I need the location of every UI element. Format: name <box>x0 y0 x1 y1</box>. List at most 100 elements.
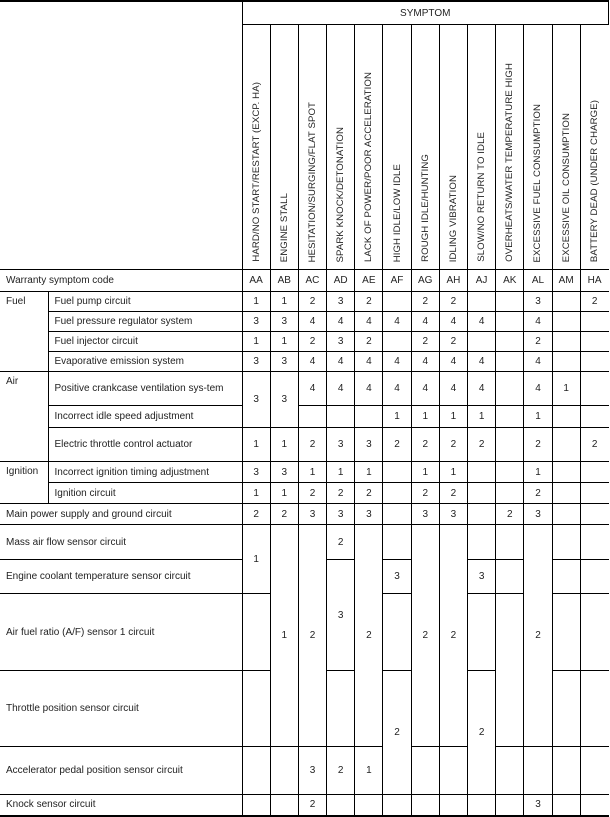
priority-cell <box>579 482 609 504</box>
priority-cell <box>579 461 609 483</box>
priority-cell: 3 <box>269 311 299 332</box>
item-label: Evaporative emission system <box>47 351 243 372</box>
priority-cell: 2 <box>297 794 328 816</box>
symptom-label: ROUGH IDLE/HUNTING <box>419 154 431 262</box>
priority-cell: 2 <box>466 427 497 462</box>
priority-cell <box>495 559 525 594</box>
table-row: Incorrect idle speed adjustment 1 1 1 1 1 <box>0 405 609 428</box>
priority-cell: 1 <box>269 331 299 352</box>
priority-cell <box>495 405 525 428</box>
table-row: Throttle position sensor circuit 2 2 <box>0 670 609 795</box>
priority-cell: 3 <box>438 503 469 525</box>
item-label: Ignition circuit <box>47 482 243 504</box>
priority-cell: 4 <box>466 371 497 406</box>
priority-cell: 2 <box>523 427 553 462</box>
priority-cell <box>241 794 271 816</box>
priority-cell <box>495 794 525 816</box>
priority-cell: 2 <box>326 524 356 560</box>
priority-cell: 4 <box>466 311 497 332</box>
priority-cell <box>466 461 497 483</box>
warranty-code-label: Warranty symptom code <box>0 269 243 292</box>
priority-cell: 4 <box>354 351 384 372</box>
priority-cell <box>382 794 412 816</box>
table-row: Fuel pressure regulator system 3 3 4 4 4 4 4 4 4 4 <box>0 311 609 332</box>
symptom-code: AE <box>354 269 384 292</box>
priority-cell: 2 <box>297 331 328 352</box>
priority-cell <box>495 331 525 352</box>
priority-cell: 4 <box>523 371 553 406</box>
item-label: Knock sensor circuit <box>0 794 243 816</box>
priority-cell: 1 <box>269 427 299 462</box>
priority-cell <box>551 794 581 816</box>
priority-cell: 2 <box>495 503 525 525</box>
priority-cell <box>326 794 356 816</box>
priority-cell: 3 <box>326 331 356 352</box>
priority-cell: 3 <box>297 503 328 525</box>
priority-cell <box>579 351 609 372</box>
priority-cell <box>326 405 356 428</box>
priority-cell: 2 <box>326 746 356 795</box>
priority-cell <box>241 746 271 795</box>
symptom-label: BATTERY DEAD (UNDER CHARGE) <box>589 99 601 262</box>
priority-cell <box>495 351 525 372</box>
symptom-label: LACK OF POWER/POOR ACCELERATION <box>363 71 375 262</box>
priority-cell: 4 <box>297 351 328 372</box>
priority-cell: 1 <box>269 524 299 747</box>
priority-cell: 2 <box>410 331 440 352</box>
priority-cell: 1 <box>382 405 412 428</box>
priority-cell <box>354 794 384 816</box>
priority-cell: 1 <box>438 405 469 428</box>
priority-cell: 4 <box>466 351 497 372</box>
priority-cell: 1 <box>354 746 384 795</box>
symptom-code: HA <box>579 269 609 292</box>
item-label: Fuel pressure regulator system <box>47 311 243 332</box>
symptom-label: ENGINE STALL <box>278 192 290 262</box>
category-cell: Air <box>0 371 49 462</box>
priority-cell <box>382 503 412 525</box>
symptom-column-header: LACK OF POWER/POOR ACCELERATION <box>354 24 384 270</box>
item-label: Main power supply and ground circuit <box>0 503 243 525</box>
symptom-label: OVERHEATS/WATER TEMPERATURE HIGH <box>504 63 516 262</box>
priority-cell <box>241 670 271 747</box>
priority-cell: 2 <box>382 670 412 795</box>
priority-cell: 3 <box>466 559 497 594</box>
priority-cell: 1 <box>410 461 440 483</box>
corner-cell <box>0 0 243 270</box>
priority-cell: 4 <box>326 351 356 372</box>
priority-cell: 1 <box>297 461 328 483</box>
priority-cell <box>579 670 609 747</box>
symptom-column-header: EXCESSIVE FUEL CONSUMPTION <box>523 24 553 270</box>
symptom-code: AM <box>551 269 581 292</box>
priority-cell: 3 <box>326 559 356 671</box>
priority-cell <box>551 461 581 483</box>
priority-cell: 2 <box>354 331 384 352</box>
priority-cell: 2 <box>523 331 553 352</box>
priority-cell: 2 <box>410 482 440 504</box>
priority-cell <box>269 794 299 816</box>
priority-cell: 2 <box>438 427 469 462</box>
priority-cell: 2 <box>297 291 328 312</box>
symptom-code: AG <box>410 269 440 292</box>
priority-cell <box>382 482 412 504</box>
item-label: Throttle position sensor circuit <box>0 670 243 747</box>
priority-cell <box>466 593 497 671</box>
priority-cell <box>466 291 497 312</box>
priority-cell <box>466 503 497 525</box>
priority-cell <box>382 291 412 312</box>
priority-cell <box>241 593 271 671</box>
priority-cell: 3 <box>354 427 384 462</box>
table-row: Fuel injector circuit 1 1 2 3 2 2 2 2 <box>0 331 609 352</box>
item-label: Fuel injector circuit <box>47 331 243 352</box>
priority-cell: 1 <box>523 461 553 483</box>
priority-cell <box>551 311 581 332</box>
priority-cell: 4 <box>354 371 384 406</box>
priority-cell: 2 <box>297 482 328 504</box>
item-label: Electric throttle control actuator <box>47 427 243 462</box>
symptom-column-header: SLOW/NO RETURN TO IDLE <box>466 24 497 270</box>
priority-cell: 4 <box>438 311 469 332</box>
item-label: Accelerator pedal position sensor circui… <box>0 746 243 795</box>
priority-cell: 2 <box>297 427 328 462</box>
priority-cell <box>382 524 412 560</box>
table-row: Air Positive crankcase ventilation sys-te… <box>0 371 609 462</box>
